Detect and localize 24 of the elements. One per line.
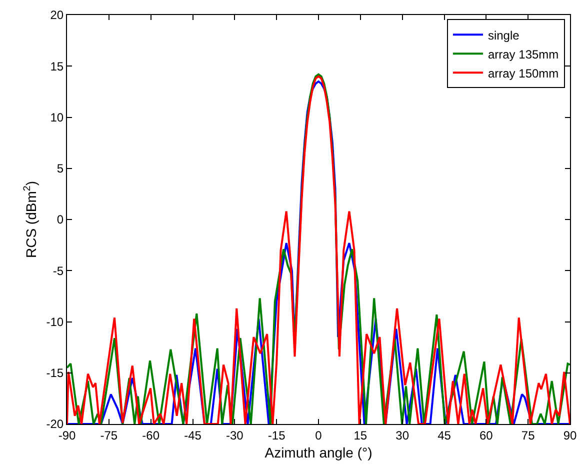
x-tick-label: -60 xyxy=(142,428,160,442)
legend-label: single xyxy=(488,28,520,42)
legend-label: array 135mm xyxy=(488,47,559,62)
x-tick-label: -75 xyxy=(100,428,118,442)
x-tick-label: 30 xyxy=(396,428,410,442)
x-tick-label: 75 xyxy=(521,428,536,442)
y-tick-label: -10 xyxy=(46,314,64,329)
y-tick-label: -5 xyxy=(52,264,64,278)
x-axis-title: Azimuth angle (°) xyxy=(264,444,372,461)
x-tick-label: 45 xyxy=(438,428,452,442)
y-tick-label: -15 xyxy=(46,366,64,380)
y-tick-label: 5 xyxy=(56,162,64,176)
y-tick-label: 15 xyxy=(50,59,64,74)
y-tick-label: 20 xyxy=(50,8,64,22)
x-tick-label: 90 xyxy=(563,428,577,442)
x-tick-label: 15 xyxy=(354,428,368,442)
legend-label: array 150mm xyxy=(488,66,559,80)
y-tick-label: 0 xyxy=(56,212,64,227)
x-tick-label: -15 xyxy=(268,428,286,442)
x-tick-label: 60 xyxy=(479,428,494,442)
x-tick-label: 0 xyxy=(315,428,322,442)
x-tick-label: -30 xyxy=(226,428,244,442)
x-tick-label: -45 xyxy=(184,428,202,442)
y-tick-label: 10 xyxy=(50,110,64,124)
